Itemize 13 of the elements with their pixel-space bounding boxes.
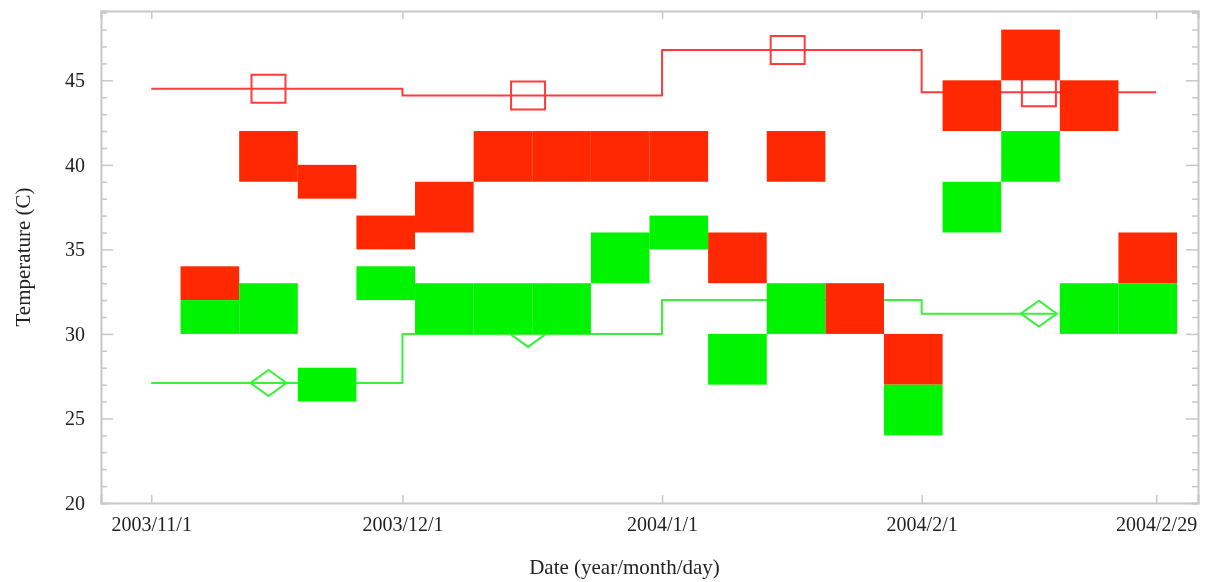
y-tick-label: 35 — [65, 238, 85, 261]
y-tick-label: 30 — [65, 322, 85, 345]
x-tick-label: 2004/2/29 — [1116, 513, 1198, 536]
x-tick-label: 2003/12/1 — [362, 513, 444, 536]
x-tick-label: 2003/11/1 — [111, 513, 192, 536]
x-axis-title: Date (year/month/day) — [529, 555, 720, 579]
x-tick-label: 2004/1/1 — [627, 513, 699, 536]
x-tick-label: 2004/2/1 — [886, 513, 958, 536]
y-tick-label: 40 — [65, 153, 85, 176]
y-tick-label: 45 — [65, 69, 85, 92]
y-tick-label: 25 — [65, 407, 85, 430]
y-tick-label: 20 — [65, 491, 85, 514]
y-axis-title: Temperature (C) — [11, 187, 35, 327]
